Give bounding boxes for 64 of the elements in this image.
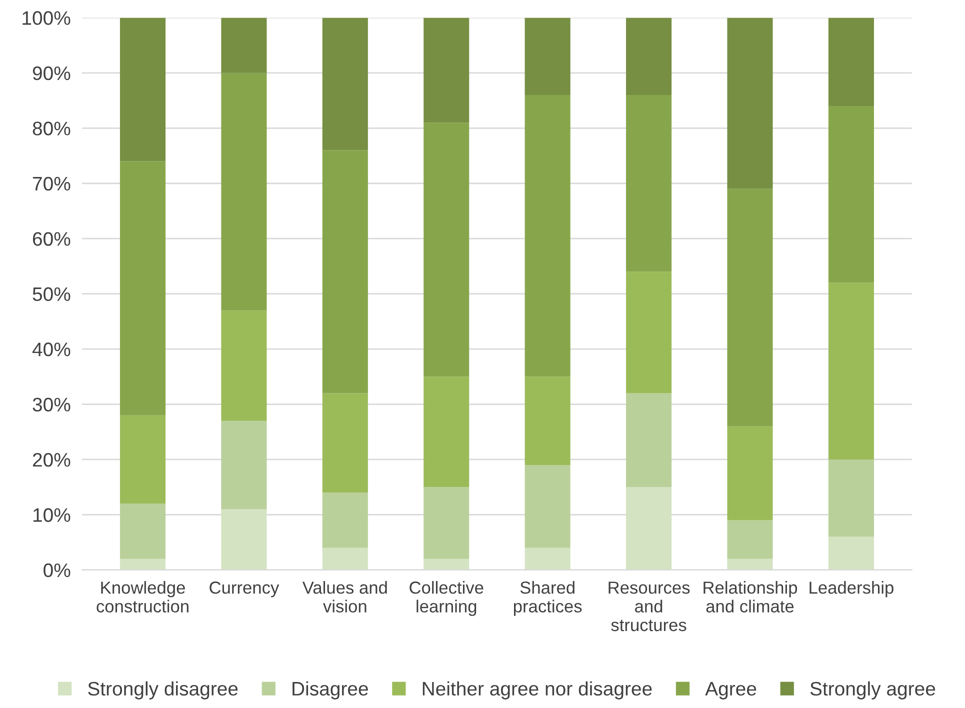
y-tick-label: 90%	[32, 66, 70, 80]
bar	[120, 18, 166, 162]
y-tick-label: 10%	[33, 508, 70, 522]
x-tick-label: Resources and structures	[608, 582, 690, 632]
bar	[626, 18, 672, 96]
x-tick-label: Leadership	[810, 581, 894, 598]
y-tick-label: 100%	[22, 11, 70, 25]
bar	[524, 376, 570, 466]
bar	[626, 487, 672, 570]
x-tick-label: Relationship and climate	[704, 581, 798, 613]
bar	[322, 548, 368, 570]
y-tick-label: 80%	[32, 122, 70, 136]
bar	[322, 492, 368, 548]
bar	[424, 18, 470, 123]
legend-label: Disagree	[292, 681, 368, 700]
bar	[424, 122, 470, 377]
bar	[727, 426, 773, 520]
x-tick-label: Currency	[210, 582, 280, 598]
bar	[120, 504, 166, 559]
legend-label: Strongly agree	[810, 681, 936, 700]
y-tick-label: 60%	[32, 232, 70, 246]
bar	[221, 72, 267, 310]
bar	[524, 18, 570, 96]
x-tick-label: Values and vision	[302, 581, 387, 613]
y-tick-label: 30%	[32, 398, 70, 412]
bar	[524, 465, 570, 548]
bar	[828, 536, 874, 570]
bar	[727, 188, 773, 426]
y-tick-label: 50%	[32, 287, 70, 302]
bar	[828, 459, 874, 537]
x-tick-label: Collective learning	[410, 581, 484, 616]
bar	[120, 558, 166, 570]
bar	[322, 150, 368, 394]
legend-label: Neither agree nor disagree	[422, 681, 652, 700]
bar	[727, 558, 773, 570]
bar	[322, 393, 368, 493]
bar	[828, 282, 874, 460]
legend-label: Strongly disagree	[88, 681, 238, 700]
x-tick-label: Shared practices	[514, 581, 582, 616]
bar	[524, 548, 570, 570]
bar	[828, 18, 874, 106]
legend-label: Agree	[705, 682, 756, 700]
bar	[120, 161, 166, 416]
bar	[626, 272, 672, 394]
bar	[322, 18, 368, 150]
bar	[221, 310, 267, 421]
bar	[120, 415, 166, 504]
bar	[727, 520, 773, 559]
bar	[828, 106, 874, 283]
bar	[424, 376, 470, 488]
y-tick-label: 70%	[32, 176, 70, 191]
bar	[626, 95, 672, 272]
bar	[727, 18, 773, 189]
bar	[626, 393, 672, 488]
bar	[424, 558, 470, 570]
bar	[424, 487, 470, 559]
bar	[221, 18, 267, 73]
y-tick-label: 20%	[32, 452, 70, 467]
bar	[221, 509, 267, 570]
y-tick-label: 0%	[44, 563, 70, 578]
x-tick-label: Knowledge construction	[96, 581, 188, 613]
y-tick-label: 40%	[32, 342, 70, 356]
bar	[221, 420, 267, 510]
bar	[524, 95, 570, 377]
